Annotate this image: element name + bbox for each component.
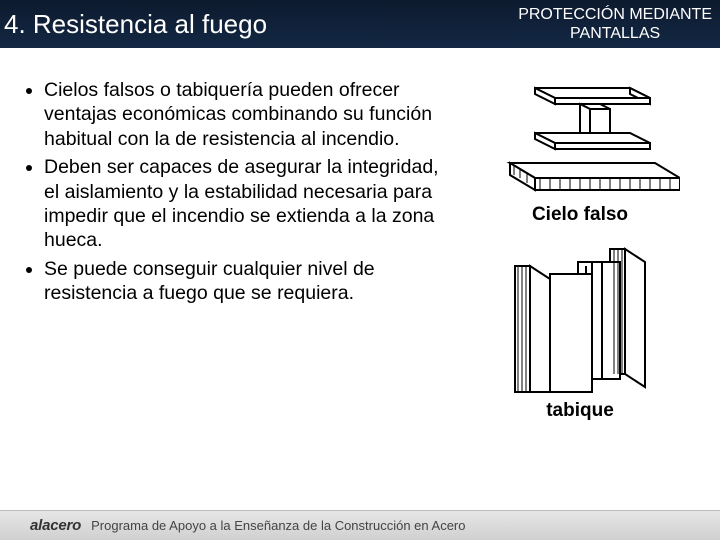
slide-body: Cielos falsos o tabiquería pueden ofrece… — [0, 48, 720, 440]
footer-logo: alacero — [30, 517, 81, 534]
slide: 4. Resistencia al fuego PROTECCIÓN MEDIA… — [0, 0, 720, 540]
header-bar: 4. Resistencia al fuego PROTECCIÓN MEDIA… — [0, 0, 720, 48]
partition-label: tabique — [546, 400, 614, 422]
slide-subtitle: PROTECCIÓN MEDIANTE PANTALLAS — [518, 5, 712, 43]
figure-column: Cielo falso — [440, 78, 700, 440]
bullet-item: Se puede conseguir cualquier nivel de re… — [44, 257, 440, 306]
ceiling-label: Cielo falso — [532, 204, 628, 226]
partition-diagram — [480, 244, 680, 394]
bullet-column: Cielos falsos o tabiquería pueden ofrece… — [20, 78, 440, 440]
bullet-list: Cielos falsos o tabiquería pueden ofrece… — [20, 78, 440, 305]
bullet-item: Deben ser capaces de asegurar la integri… — [44, 155, 440, 253]
slide-title: 4. Resistencia al fuego — [4, 9, 267, 40]
ceiling-diagram — [480, 78, 680, 198]
bullet-item: Cielos falsos o tabiquería pueden ofrece… — [44, 78, 440, 151]
footer-bar: alacero Programa de Apoyo a la Enseñanza… — [0, 510, 720, 540]
footer-program-text: Programa de Apoyo a la Enseñanza de la C… — [91, 518, 465, 533]
